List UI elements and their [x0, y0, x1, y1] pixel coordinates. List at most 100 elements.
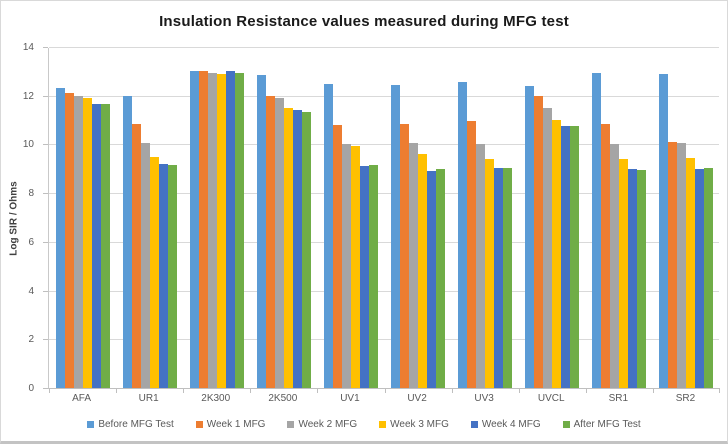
bar-UV2-week-1-mfg — [400, 123, 410, 388]
bar-UV2-before-mfg-test — [391, 84, 401, 388]
bar-UVCL-before-mfg-test — [525, 85, 535, 388]
x-tick-mark — [49, 388, 50, 393]
legend-label: Week 2 MFG — [298, 419, 358, 430]
bar-2K300-week-1-mfg — [198, 71, 208, 388]
bar-UR1-before-mfg-test — [122, 95, 132, 388]
bar-SR1-before-mfg-test — [592, 72, 602, 388]
bar-SR2-after-mfg-test — [704, 167, 714, 388]
chart-title: Insulation Resistance values measured du… — [159, 13, 569, 30]
bar-2K500-after-mfg-test — [301, 111, 311, 388]
bar-AFA-week-2-mfg — [73, 95, 83, 388]
legend-item-week-3-mfg: Week 3 MFG — [379, 419, 449, 430]
x-tick-mark — [250, 388, 252, 393]
bar-2K300-after-mfg-test — [234, 72, 244, 388]
bar-AFA-after-mfg-test — [100, 104, 110, 388]
x-category-label-AFA: AFA — [72, 393, 91, 404]
legend-item-before-mfg-test: Before MFG Test — [87, 419, 174, 430]
bar-UV1-week-4-mfg — [359, 166, 369, 388]
bar-SR1-week-4-mfg — [628, 168, 638, 388]
bar-group-UV1 — [317, 47, 384, 388]
bar-UVCL-week-2-mfg — [543, 107, 553, 388]
legend-item-after-mfg-test: After MFG Test — [562, 419, 641, 430]
legend-label: Week 3 MFG — [390, 419, 449, 430]
legend: Before MFG Test Week 1 MFG Week 2 MFG Week … — [1, 419, 727, 430]
bar-2K500-week-2-mfg — [274, 98, 284, 388]
y-axis-tick-labels: 0 2 4 6 8 10 12 14 — [1, 42, 48, 394]
bar-UR1-week-1-mfg — [131, 123, 141, 388]
legend-marker-icon — [562, 421, 570, 428]
legend-marker-icon — [470, 421, 478, 428]
bar-group-SR1 — [586, 47, 653, 388]
legend-item-week-2-mfg: Week 2 MFG — [287, 419, 357, 430]
bar-UR1-after-mfg-test — [167, 165, 177, 388]
bar-UR1-week-3-mfg — [149, 156, 159, 388]
y-tick-label-4: 4 — [28, 285, 34, 297]
bar-UV3-after-mfg-test — [503, 167, 513, 388]
y-tick-label-2: 2 — [28, 334, 34, 346]
bar-UVCL-week-1-mfg — [534, 95, 544, 388]
bar-2K500-week-4-mfg — [292, 110, 302, 388]
gridline-y-6 — [49, 241, 719, 243]
gridline-y-12 — [49, 95, 719, 97]
x-tick-mark — [652, 388, 654, 393]
legend-marker-icon — [287, 421, 295, 428]
bar-SR2-week-2-mfg — [677, 143, 687, 388]
bar-UV2-week-3-mfg — [418, 154, 428, 388]
x-tick-mark — [585, 388, 587, 393]
bar-AFA-week-4-mfg — [91, 104, 101, 388]
bar-UV2-week-4-mfg — [427, 171, 437, 388]
y-tick-mark-2 — [43, 339, 48, 341]
bar-2K300-before-mfg-test — [189, 71, 199, 388]
bar-group-2K500 — [250, 47, 317, 388]
gridline-y-4 — [49, 290, 719, 292]
gridline-y-10 — [49, 144, 719, 146]
bar-UVCL-week-4-mfg — [561, 126, 571, 388]
x-tick-mark — [451, 388, 453, 393]
legend-item-week-1-mfg: Week 1 MFG — [195, 419, 266, 430]
y-tick-label-14: 14 — [22, 42, 34, 53]
bar-UV3-week-4-mfg — [494, 167, 504, 388]
bar-AFA-before-mfg-test — [55, 88, 65, 388]
bar-2K300-week-2-mfg — [207, 72, 217, 388]
y-tick-mark-8 — [43, 193, 48, 195]
bar-UVCL-week-3-mfg — [552, 120, 562, 388]
x-tick-mark — [183, 388, 185, 393]
x-category-label-UVCL: UVCL — [537, 393, 565, 404]
y-tick-mark-4 — [43, 290, 48, 292]
gridline-y-14 — [49, 47, 719, 48]
legend-marker-icon — [379, 421, 387, 428]
x-category-label-SR2: SR2 — [675, 393, 696, 404]
bar-group-UV2 — [385, 47, 452, 388]
x-category-label-UR1: UR1 — [138, 393, 159, 404]
bar-SR1-after-mfg-test — [637, 170, 647, 388]
x-category-label-UV3: UV3 — [474, 393, 494, 404]
x-tick-mark — [116, 388, 118, 393]
bar-group-AFA — [49, 47, 116, 388]
gridline-y-2 — [49, 339, 719, 341]
bar-SR2-week-1-mfg — [668, 142, 678, 388]
bar-AFA-week-3-mfg — [82, 98, 92, 388]
x-tick-mark — [719, 388, 720, 393]
bar-UV2-week-2-mfg — [409, 143, 419, 388]
x-category-label-2K500: 2K500 — [268, 393, 298, 404]
y-tick-mark-6 — [43, 241, 48, 243]
legend-label: Week 1 MFG — [206, 419, 266, 430]
x-tick-mark — [518, 388, 520, 393]
bar-UV1-week-3-mfg — [350, 145, 360, 388]
y-tick-label-12: 12 — [22, 90, 34, 102]
bar-SR1-week-3-mfg — [619, 159, 629, 388]
bar-UV1-week-1-mfg — [332, 124, 342, 388]
bar-SR1-week-2-mfg — [610, 144, 620, 388]
bar-UV1-before-mfg-test — [323, 83, 333, 388]
y-tick-label-0: 0 — [28, 383, 34, 394]
bar-group-2K300 — [183, 47, 250, 388]
bar-UR1-week-4-mfg — [158, 163, 168, 388]
y-tick-mark-14 — [43, 47, 48, 48]
bar-UV1-after-mfg-test — [368, 165, 378, 388]
y-tick-mark-0 — [43, 388, 48, 389]
bar-group-UR1 — [116, 47, 183, 388]
bar-2K500-before-mfg-test — [256, 75, 266, 388]
bar-group-UVCL — [519, 47, 586, 388]
y-tick-mark-12 — [43, 95, 48, 97]
